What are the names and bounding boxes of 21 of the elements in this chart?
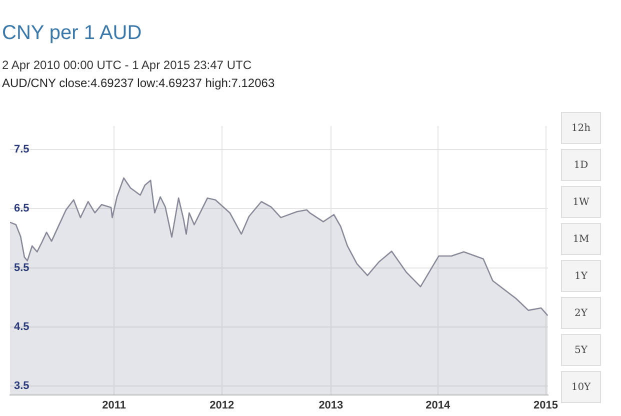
chart-title: CNY per 1 AUD (2, 22, 142, 45)
chart-subtitle: 2 Apr 2010 00:00 UTC - 1 Apr 2015 23:47 UTC (2, 58, 252, 72)
text: 2Y (561, 297, 601, 329)
text: 1M (561, 223, 601, 255)
x-tick-label: 2013 (318, 399, 344, 412)
text: AUD/CNY close:4.69237 low:4.69237 high:7.12063 (2, 76, 275, 90)
text: 5Y (561, 334, 601, 366)
x-tick-label: 2014 (426, 399, 452, 412)
y-tick-label: 6.5 (14, 202, 30, 215)
text: 10Y (561, 371, 601, 403)
text: 1W (561, 186, 601, 218)
x-tick-label: 2011 (102, 399, 126, 412)
x-tick-label: 2012 (210, 399, 234, 412)
y-tick-label: 4.5 (14, 320, 30, 333)
text: 12h (561, 112, 601, 144)
x-tick-label: 2015 (534, 399, 558, 412)
text: 1Y (561, 260, 601, 292)
y-tick-label: 7.5 (14, 144, 30, 156)
y-tick-label: 3.5 (14, 380, 30, 392)
text: 1D (561, 149, 601, 181)
y-tick-label: 5.5 (14, 262, 30, 274)
